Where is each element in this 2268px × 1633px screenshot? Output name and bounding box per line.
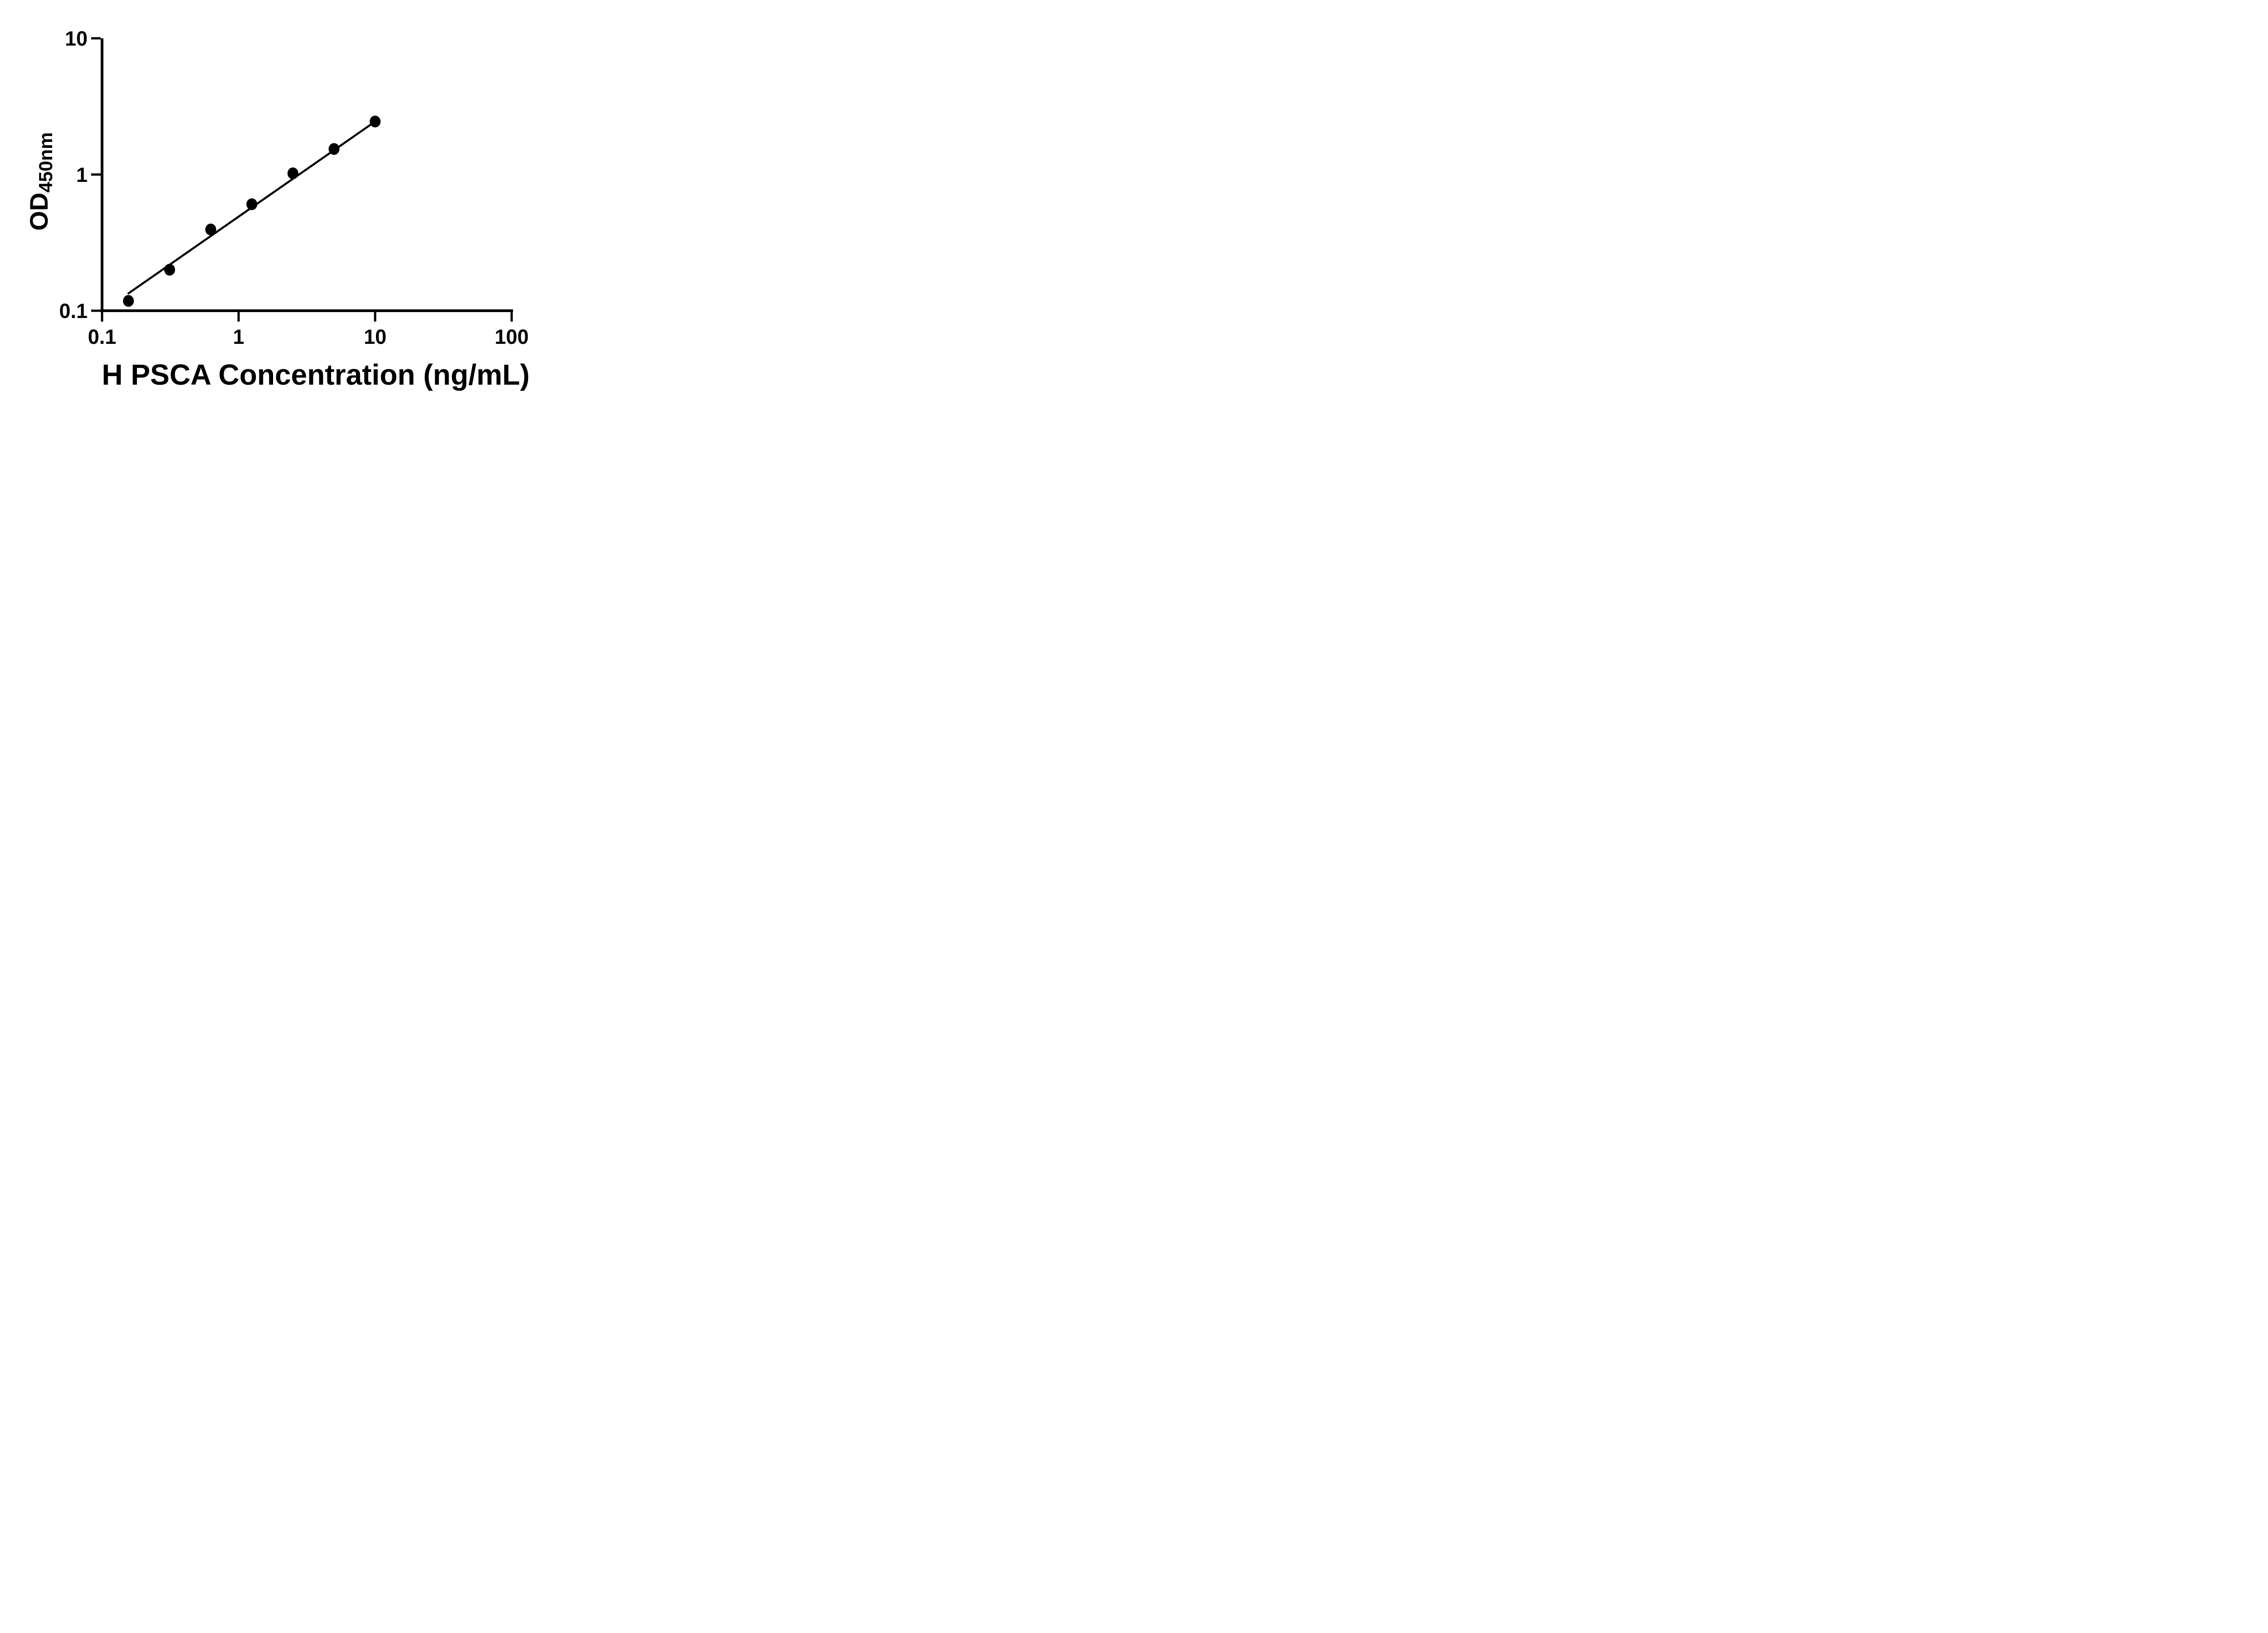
data-point [246,198,258,210]
data-point [328,143,340,155]
y-axis-title-subscript: 450nm [35,132,56,192]
x-axis-title: H PSCA Concentration (ng/mL) [102,358,529,391]
x-tick-label: 0.1 [88,325,117,348]
y-axis-title-main: OD [24,193,53,231]
data-point [123,295,134,307]
y-axis-title: OD450nm [24,132,56,230]
y-tick-label: 0.1 [59,299,88,323]
y-tick-label: 10 [65,27,88,50]
data-point [164,264,175,276]
standard-curve-chart: 0.1 1 10 100 0.1 1 10 H PSCA Concentration (ng… [24,27,530,391]
x-tick-label: 1 [233,325,244,348]
data-point [205,223,216,235]
x-tick-label: 10 [364,325,386,348]
plot-area: 0.1 1 10 100 0.1 1 10 [59,27,528,349]
x-tick-label: 100 [494,325,528,348]
data-point [370,115,381,127]
data-point [287,167,298,180]
y-tick-label: 1 [76,163,88,186]
figure-canvas: 0.1 1 10 100 0.1 1 10 H PSCA Concentration (ng… [0,0,572,408]
